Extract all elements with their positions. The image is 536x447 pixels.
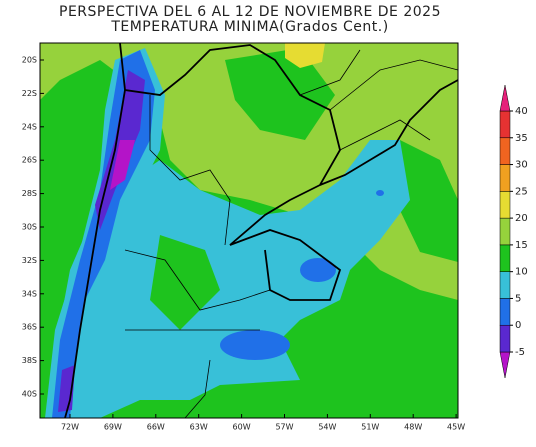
colorbar-segment <box>499 298 511 326</box>
lat-label: 22S <box>22 89 37 98</box>
lon-label: 63W <box>190 423 208 432</box>
colorbar-segment <box>499 244 511 272</box>
colorbar-segment <box>499 164 511 192</box>
lat-label: 32S <box>22 256 37 265</box>
lon-label: 48W <box>404 423 422 432</box>
lat-label: 30S <box>22 223 37 232</box>
lon-label: 54W <box>318 423 336 432</box>
colorbar-label: -5 <box>515 347 525 358</box>
title: PERSPECTIVA DEL 6 AL 12 DE NOVIEMBRE DE … <box>59 4 441 20</box>
colorbar-segment <box>499 217 511 246</box>
colorbar-label: 5 <box>515 293 521 304</box>
colorbar-label: 40 <box>515 106 528 117</box>
lat-label: 28S <box>22 189 37 198</box>
lat-label: 20S <box>22 56 37 65</box>
colorbar-label: 35 <box>515 133 528 144</box>
map-frame <box>39 42 459 419</box>
lon-label: 66W <box>147 423 165 432</box>
colorbar-label: 20 <box>515 213 528 224</box>
lat-label: 24S <box>22 122 37 131</box>
lon-label: 45W <box>447 423 465 432</box>
colorbar-label: 30 <box>515 160 528 171</box>
colorbar-label: 25 <box>515 186 528 197</box>
colorbar-segment <box>499 271 511 299</box>
lat-label: 38S <box>22 356 37 365</box>
lon-label: 69W <box>104 423 122 432</box>
colorbar-label: 10 <box>515 267 528 278</box>
lat-label: 34S <box>22 289 37 298</box>
colorbar-label: 0 <box>515 320 521 331</box>
lat-label: 26S <box>22 156 37 165</box>
lon-label: 51W <box>361 423 379 432</box>
colorbar-top <box>499 84 511 112</box>
colorbar-label: 15 <box>515 240 528 251</box>
colorbar-bottom <box>499 351 511 379</box>
colorbar-segment <box>499 191 511 219</box>
colorbar-segment <box>499 137 511 165</box>
colorbar-segment <box>499 324 511 353</box>
lat-label: 40S <box>22 390 37 399</box>
lon-label: 72W <box>61 423 79 432</box>
lon-label: 57W <box>275 423 293 432</box>
lon-label: 60W <box>233 423 251 432</box>
colorbar-segment <box>499 110 511 139</box>
subtitle: TEMPERATURA MINIMA(Grados Cent.) <box>110 19 388 35</box>
map-fields <box>40 43 458 418</box>
lat-label: 36S <box>22 323 37 332</box>
colorbar: -5 0 5 10 15 20 25 30 35 40 <box>499 84 528 379</box>
axes: 20S 22S 24S 26S 28S 30S 32S 34S 36S 38S 40S 72W 69W 6… <box>22 56 465 432</box>
